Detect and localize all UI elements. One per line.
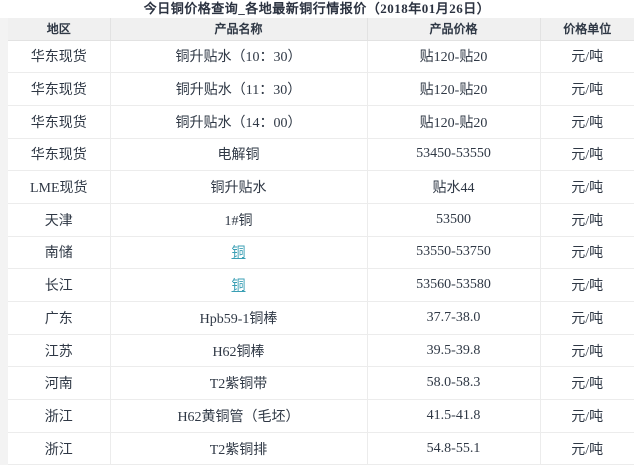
table-row: 南储 铜 53550-53750 元/吨 — [8, 236, 634, 270]
price-cell: 贴120-贴20 — [367, 105, 541, 139]
header-row: 地区 产品名称 产品价格 价格单位 — [8, 18, 634, 41]
unit-cell: 元/吨 — [540, 203, 634, 237]
page-title: 今日铜价格查询_各地最新铜行情报价（2018年01月26日） — [143, 1, 491, 16]
column-header-price: 产品价格 — [367, 18, 541, 41]
region-cell: 华东现货 — [8, 105, 111, 139]
region-cell: 华东现货 — [8, 138, 111, 172]
price-cell: 54.8-55.1 — [367, 432, 541, 465]
table-row: 华东现货 电解铜 53450-53550 元/吨 — [8, 138, 634, 172]
product-cell: T2紫铜排 — [110, 432, 368, 465]
column-header-unit: 价格单位 — [540, 18, 634, 41]
price-cell: 53560-53580 — [367, 268, 541, 302]
price-cell: 53550-53750 — [367, 236, 541, 270]
unit-cell: 元/吨 — [540, 236, 634, 270]
table-row: 广东 Hpb59-1铜棒 37.7-38.0 元/吨 — [8, 301, 634, 335]
region-cell: 浙江 — [8, 399, 111, 433]
region-cell: 广东 — [8, 301, 111, 335]
table-row: 浙江 T2紫铜排 54.8-55.1 元/吨 — [8, 432, 634, 465]
region-cell: 河南 — [8, 366, 111, 401]
product-link[interactable]: 铜 — [231, 279, 246, 295]
unit-cell: 元/吨 — [540, 399, 634, 433]
table-row: 华东现货 铜升贴水（11：30） 贴120-贴20 元/吨 — [8, 72, 634, 106]
product-cell: 铜升贴水（11：30） — [110, 72, 368, 106]
product-cell: 铜 — [110, 236, 368, 270]
table-row: 华东现货 铜升贴水（14：00） 贴120-贴20 元/吨 — [8, 105, 634, 139]
unit-cell: 元/吨 — [540, 138, 634, 172]
product-cell: 1#铜 — [110, 203, 368, 237]
product-cell: H62铜棒 — [110, 334, 368, 368]
unit-cell: 元/吨 — [540, 301, 634, 335]
column-header-product: 产品名称 — [110, 18, 368, 41]
price-table: 地区 产品名称 产品价格 价格单位 华东现货 铜升贴水（10：30） 贴120-贴2… — [8, 18, 634, 465]
table-row: 长江 铜 53560-53580 元/吨 — [8, 268, 634, 302]
product-cell: 铜升贴水 — [110, 170, 368, 204]
price-table-body: 华东现货 铜升贴水（10：30） 贴120-贴20 元/吨 华东现货 铜升贴水（11：30… — [8, 40, 634, 465]
price-cell: 53450-53550 — [367, 138, 541, 172]
price-cell: 贴水44 — [367, 170, 541, 204]
product-link[interactable]: 铜 — [231, 246, 246, 262]
table-row: 江苏 H62铜棒 39.5-39.8 元/吨 — [8, 334, 634, 368]
product-cell: 铜 — [110, 268, 368, 302]
unit-cell: 元/吨 — [540, 170, 634, 204]
product-cell: 铜升贴水（10：30） — [110, 40, 368, 74]
region-cell: 华东现货 — [8, 72, 111, 106]
price-cell: 贴120-贴20 — [367, 72, 541, 106]
unit-cell: 元/吨 — [540, 366, 634, 401]
product-cell: 电解铜 — [110, 138, 368, 172]
price-cell: 39.5-39.8 — [367, 334, 541, 368]
unit-cell: 元/吨 — [540, 432, 634, 465]
price-cell: 37.7-38.0 — [367, 301, 541, 335]
region-cell: 南储 — [8, 236, 111, 270]
price-cell: 53500 — [367, 203, 541, 237]
column-header-region: 地区 — [8, 18, 111, 41]
product-cell: T2紫铜带 — [110, 366, 368, 401]
region-cell: 天津 — [8, 203, 111, 237]
price-cell: 41.5-41.8 — [367, 399, 541, 433]
region-cell: LME现货 — [8, 170, 111, 204]
region-cell: 浙江 — [8, 432, 111, 465]
table-row: LME现货 铜升贴水 贴水44 元/吨 — [8, 170, 634, 204]
table-row: 天津 1#铜 53500 元/吨 — [8, 203, 634, 237]
unit-cell: 元/吨 — [540, 105, 634, 139]
product-cell: H62黄铜管（毛坯） — [110, 399, 368, 433]
region-cell: 华东现货 — [8, 40, 111, 74]
left-gutter — [0, 18, 8, 465]
region-cell: 长江 — [8, 268, 111, 302]
table-row: 河南 T2紫铜带 58.0-58.3 元/吨 — [8, 366, 634, 401]
table-row: 华东现货 铜升贴水（10：30） 贴120-贴20 元/吨 — [8, 40, 634, 74]
price-cell: 58.0-58.3 — [367, 366, 541, 401]
product-cell: Hpb59-1铜棒 — [110, 301, 368, 335]
product-cell: 铜升贴水（14：00） — [110, 105, 368, 139]
region-cell: 江苏 — [8, 334, 111, 368]
unit-cell: 元/吨 — [540, 72, 634, 106]
unit-cell: 元/吨 — [540, 40, 634, 74]
table-row: 浙江 H62黄铜管（毛坯） 41.5-41.8 元/吨 — [8, 399, 634, 433]
unit-cell: 元/吨 — [540, 334, 634, 368]
unit-cell: 元/吨 — [540, 268, 634, 302]
price-cell: 贴120-贴20 — [367, 40, 541, 74]
